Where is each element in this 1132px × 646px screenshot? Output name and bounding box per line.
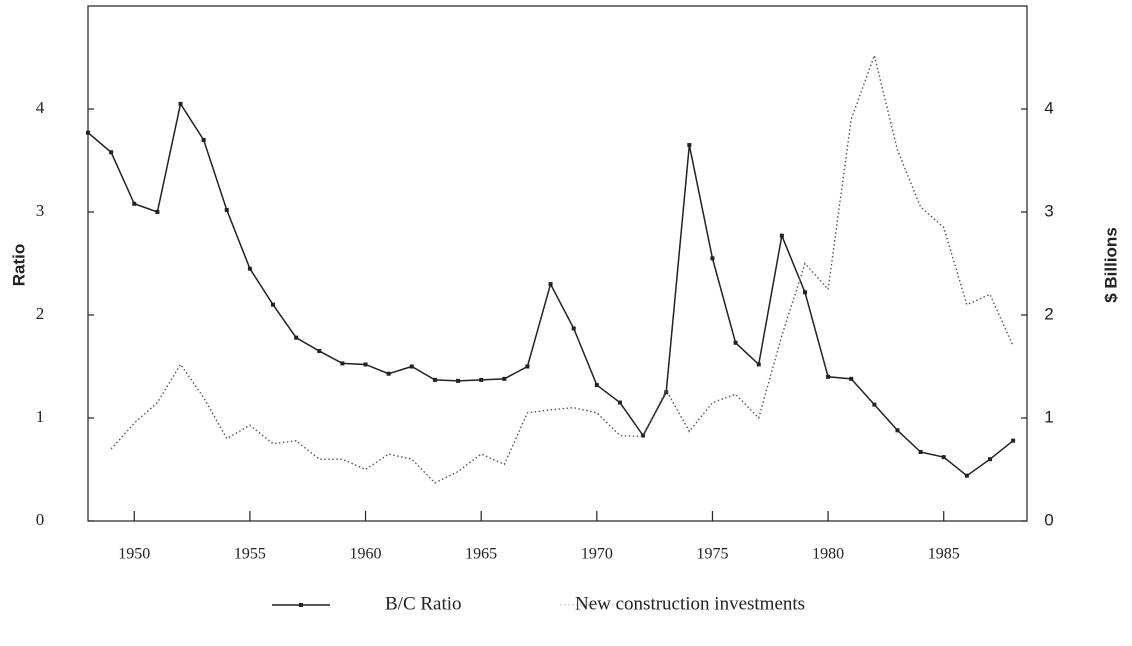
- y2-tick-label: 4: [1044, 98, 1053, 117]
- point-marker: [779, 233, 784, 238]
- point-marker: [525, 364, 530, 369]
- point-marker: [386, 371, 391, 376]
- point-marker: [617, 400, 622, 405]
- legend-marker: [299, 603, 303, 607]
- point-marker: [456, 378, 461, 383]
- y-tick-label: 3: [36, 201, 45, 220]
- point-marker: [802, 290, 807, 295]
- series-line: [110, 53, 1014, 484]
- point-marker: [132, 201, 137, 206]
- point-marker: [155, 210, 160, 214]
- legend-label: B/C Ratio: [385, 593, 462, 614]
- x-tick-label: 1965: [465, 546, 497, 563]
- point-marker: [872, 402, 877, 407]
- x-tick-label: 1975: [696, 546, 728, 563]
- point-marker: [432, 377, 437, 382]
- point-marker: [548, 282, 553, 287]
- y-axis-label: Ratio: [9, 244, 28, 287]
- point-marker: [363, 362, 368, 367]
- x-tick-label: 1985: [928, 546, 960, 563]
- point-marker: [409, 364, 414, 369]
- plot-frame: [87, 5, 1028, 522]
- point-marker: [756, 362, 761, 367]
- y-tick-label: 0: [36, 510, 45, 529]
- point-marker: [201, 137, 206, 142]
- y-tick-label: 2: [36, 304, 45, 323]
- point-marker: [294, 335, 299, 340]
- x-tick-label: 1970: [581, 546, 613, 563]
- point-marker: [710, 256, 715, 261]
- x-tick-label: 1980: [812, 546, 844, 563]
- point-marker: [664, 390, 669, 395]
- y2-tick-label: 3: [1044, 201, 1053, 220]
- y2-tick-label: 2: [1044, 304, 1053, 323]
- point-marker: [178, 101, 183, 106]
- point-marker: [594, 383, 599, 388]
- x-tick-label: 1960: [350, 546, 382, 563]
- point-marker: [941, 455, 946, 460]
- legend-label: New construction investments: [575, 593, 805, 614]
- y-tick-label: 4: [36, 98, 45, 117]
- y2-tick-label: 0: [1044, 510, 1053, 529]
- point-marker: [849, 376, 854, 381]
- point-marker: [826, 374, 831, 379]
- point-marker: [733, 340, 738, 345]
- x-tick-label: 1950: [118, 546, 150, 563]
- series-line: [87, 101, 1014, 477]
- point-marker: [987, 457, 992, 462]
- point-marker: [964, 473, 969, 478]
- point-marker: [317, 349, 322, 354]
- point-marker: [1011, 438, 1016, 443]
- point-marker: [641, 433, 646, 438]
- point-marker: [340, 361, 345, 366]
- point-marker: [224, 207, 229, 212]
- y-tick-label: 1: [36, 407, 45, 426]
- point-marker: [571, 326, 576, 331]
- point-marker: [86, 130, 90, 135]
- y2-axis-label: $ Billions: [1101, 227, 1120, 303]
- point-marker: [687, 143, 692, 148]
- point-marker: [109, 150, 114, 155]
- point-marker: [479, 377, 484, 382]
- x-tick-label: 1955: [234, 546, 266, 563]
- point-marker: [895, 428, 900, 433]
- point-marker: [247, 266, 252, 271]
- point-marker: [918, 449, 923, 454]
- point-marker: [502, 376, 507, 381]
- point-marker: [271, 302, 276, 307]
- y2-tick-label: 1: [1044, 407, 1053, 426]
